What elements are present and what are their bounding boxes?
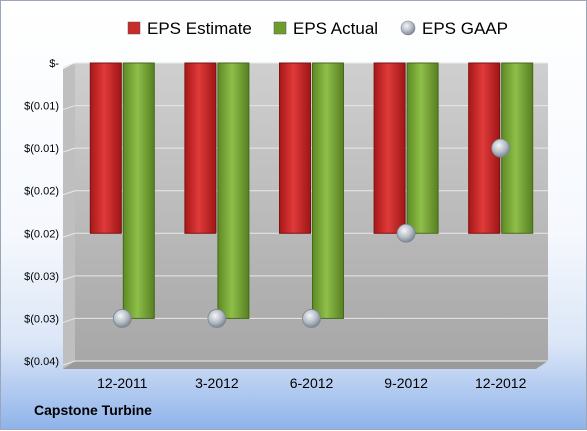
marker-eps-gaap (396, 223, 416, 243)
bar-eps-estimate (279, 62, 311, 234)
plot-side-wall (63, 63, 75, 369)
legend-swatch (400, 20, 416, 36)
bar-eps-actual (217, 62, 250, 319)
bar-eps-actual (406, 62, 439, 234)
marker-eps-gaap (207, 309, 227, 328)
gridline-side (62, 232, 76, 238)
x-tick-label: 12-2012 (475, 375, 527, 391)
y-tick-label: $(0.02) (24, 228, 59, 240)
bar-eps-estimate (184, 62, 217, 234)
marker-eps-gaap (112, 309, 132, 328)
gridline-side (62, 62, 76, 68)
bar-eps-actual (122, 62, 155, 319)
x-tick-label: 6-2012 (290, 375, 334, 391)
marker-eps-gaap (302, 309, 321, 328)
y-tick-label: $(0.01) (24, 101, 59, 113)
gridline-side (62, 190, 76, 196)
x-tick-label: 3-2012 (195, 375, 239, 391)
y-tick-label: $(0.03) (24, 313, 59, 325)
legend-label: EPS GAAP (422, 19, 508, 38)
bar-eps-estimate (89, 62, 122, 234)
bar-eps-estimate (373, 62, 406, 234)
y-tick-label: $- (49, 58, 59, 70)
legend-eps-estimate: EPS Estimate (127, 19, 252, 38)
y-tick-label: $(0.03) (24, 271, 59, 283)
y-tick-label: $(0.04) (24, 356, 59, 368)
legend-swatch (273, 21, 287, 35)
legend-eps-gaap: EPS GAAP (400, 19, 508, 38)
y-tick-label: $(0.02) (24, 186, 59, 198)
gridline-side (62, 147, 76, 153)
company-caption: Capstone Turbine (34, 402, 152, 418)
legend-label: EPS Estimate (147, 19, 252, 38)
y-tick-label: $(0.01) (24, 143, 59, 155)
legend-swatch (127, 21, 141, 35)
gridline-side (62, 317, 76, 323)
plot-floor (63, 361, 548, 369)
legend-label: EPS Actual (293, 19, 378, 38)
gridline-side (62, 105, 76, 111)
legend-eps-actual: EPS Actual (273, 19, 378, 38)
x-tick-label: 12-2011 (97, 375, 148, 391)
gridline-side (62, 275, 76, 281)
x-tick-label: 9-2012 (384, 375, 428, 391)
marker-eps-gaap (491, 138, 511, 158)
bar-eps-actual (312, 62, 344, 319)
gridline-side (62, 360, 76, 366)
